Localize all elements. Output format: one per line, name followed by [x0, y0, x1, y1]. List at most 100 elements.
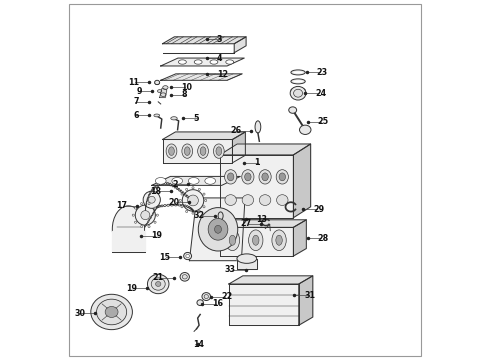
Ellipse shape	[237, 254, 257, 264]
Ellipse shape	[203, 206, 205, 208]
Text: 31: 31	[304, 291, 316, 300]
Text: 10: 10	[181, 83, 193, 92]
Ellipse shape	[192, 212, 194, 214]
Ellipse shape	[245, 173, 251, 181]
Text: 21: 21	[153, 273, 164, 282]
Text: 27: 27	[240, 219, 251, 228]
Ellipse shape	[229, 235, 236, 245]
Polygon shape	[234, 37, 246, 53]
Ellipse shape	[294, 80, 303, 82]
Text: 22: 22	[221, 292, 232, 301]
Polygon shape	[161, 58, 245, 66]
Text: 32: 32	[194, 211, 204, 220]
Polygon shape	[294, 220, 306, 256]
Text: 16: 16	[212, 299, 223, 308]
Ellipse shape	[134, 207, 137, 209]
Ellipse shape	[156, 214, 158, 216]
Ellipse shape	[289, 107, 296, 113]
Text: 14: 14	[193, 340, 204, 349]
Ellipse shape	[188, 177, 199, 184]
Ellipse shape	[204, 294, 208, 298]
Ellipse shape	[294, 89, 302, 97]
Text: 5: 5	[194, 114, 199, 123]
Text: 6: 6	[133, 111, 139, 120]
Ellipse shape	[252, 235, 259, 245]
Text: 29: 29	[313, 205, 324, 214]
Ellipse shape	[224, 170, 237, 184]
Polygon shape	[294, 144, 311, 218]
Ellipse shape	[112, 206, 145, 252]
Polygon shape	[299, 276, 313, 325]
Text: 26: 26	[230, 126, 242, 135]
Polygon shape	[220, 155, 294, 218]
Polygon shape	[237, 258, 257, 269]
Ellipse shape	[166, 144, 177, 158]
Ellipse shape	[181, 206, 183, 208]
Text: 15: 15	[159, 253, 170, 262]
Ellipse shape	[105, 306, 118, 318]
Ellipse shape	[290, 86, 306, 100]
Ellipse shape	[169, 147, 174, 156]
Polygon shape	[229, 284, 299, 325]
Text: 23: 23	[317, 68, 328, 77]
Polygon shape	[229, 276, 313, 284]
Ellipse shape	[135, 205, 155, 225]
Ellipse shape	[227, 173, 234, 181]
Ellipse shape	[218, 212, 223, 220]
Ellipse shape	[210, 60, 218, 64]
Ellipse shape	[216, 147, 221, 156]
Text: 33: 33	[225, 265, 236, 274]
Ellipse shape	[154, 114, 160, 117]
Ellipse shape	[255, 121, 261, 133]
Ellipse shape	[188, 195, 198, 206]
Ellipse shape	[148, 196, 155, 203]
Ellipse shape	[294, 71, 303, 73]
Ellipse shape	[155, 177, 166, 184]
Text: 30: 30	[74, 309, 85, 318]
Ellipse shape	[291, 88, 305, 93]
Ellipse shape	[155, 80, 160, 85]
Ellipse shape	[182, 190, 204, 211]
Ellipse shape	[141, 203, 143, 205]
Ellipse shape	[276, 235, 282, 245]
Text: 2: 2	[172, 180, 177, 189]
Ellipse shape	[291, 79, 305, 84]
Ellipse shape	[171, 117, 177, 120]
Text: 13: 13	[256, 215, 267, 224]
Text: 19: 19	[151, 231, 162, 240]
Ellipse shape	[194, 60, 202, 64]
Ellipse shape	[182, 275, 187, 279]
Ellipse shape	[214, 144, 224, 158]
Ellipse shape	[242, 195, 254, 206]
Text: 12: 12	[218, 70, 228, 79]
Polygon shape	[220, 227, 294, 256]
Ellipse shape	[299, 125, 311, 134]
Ellipse shape	[143, 191, 160, 208]
Text: 24: 24	[315, 89, 326, 98]
Ellipse shape	[141, 225, 143, 228]
Polygon shape	[160, 89, 167, 98]
Ellipse shape	[97, 299, 126, 325]
Ellipse shape	[178, 60, 186, 64]
Ellipse shape	[276, 170, 289, 184]
Ellipse shape	[161, 93, 166, 96]
Ellipse shape	[226, 60, 234, 64]
Ellipse shape	[134, 221, 137, 223]
Text: 1: 1	[254, 158, 260, 167]
Ellipse shape	[200, 147, 206, 156]
Ellipse shape	[179, 199, 181, 202]
Text: 18: 18	[150, 187, 161, 196]
Text: 19: 19	[126, 284, 137, 293]
Ellipse shape	[262, 173, 269, 181]
Ellipse shape	[198, 210, 200, 212]
Polygon shape	[220, 220, 306, 227]
Ellipse shape	[205, 177, 216, 184]
Ellipse shape	[181, 193, 183, 195]
Ellipse shape	[91, 294, 132, 330]
Ellipse shape	[242, 170, 254, 184]
Ellipse shape	[192, 187, 194, 189]
Text: 8: 8	[181, 90, 187, 99]
Polygon shape	[163, 139, 232, 163]
Ellipse shape	[208, 219, 228, 240]
Text: 3: 3	[217, 35, 222, 44]
